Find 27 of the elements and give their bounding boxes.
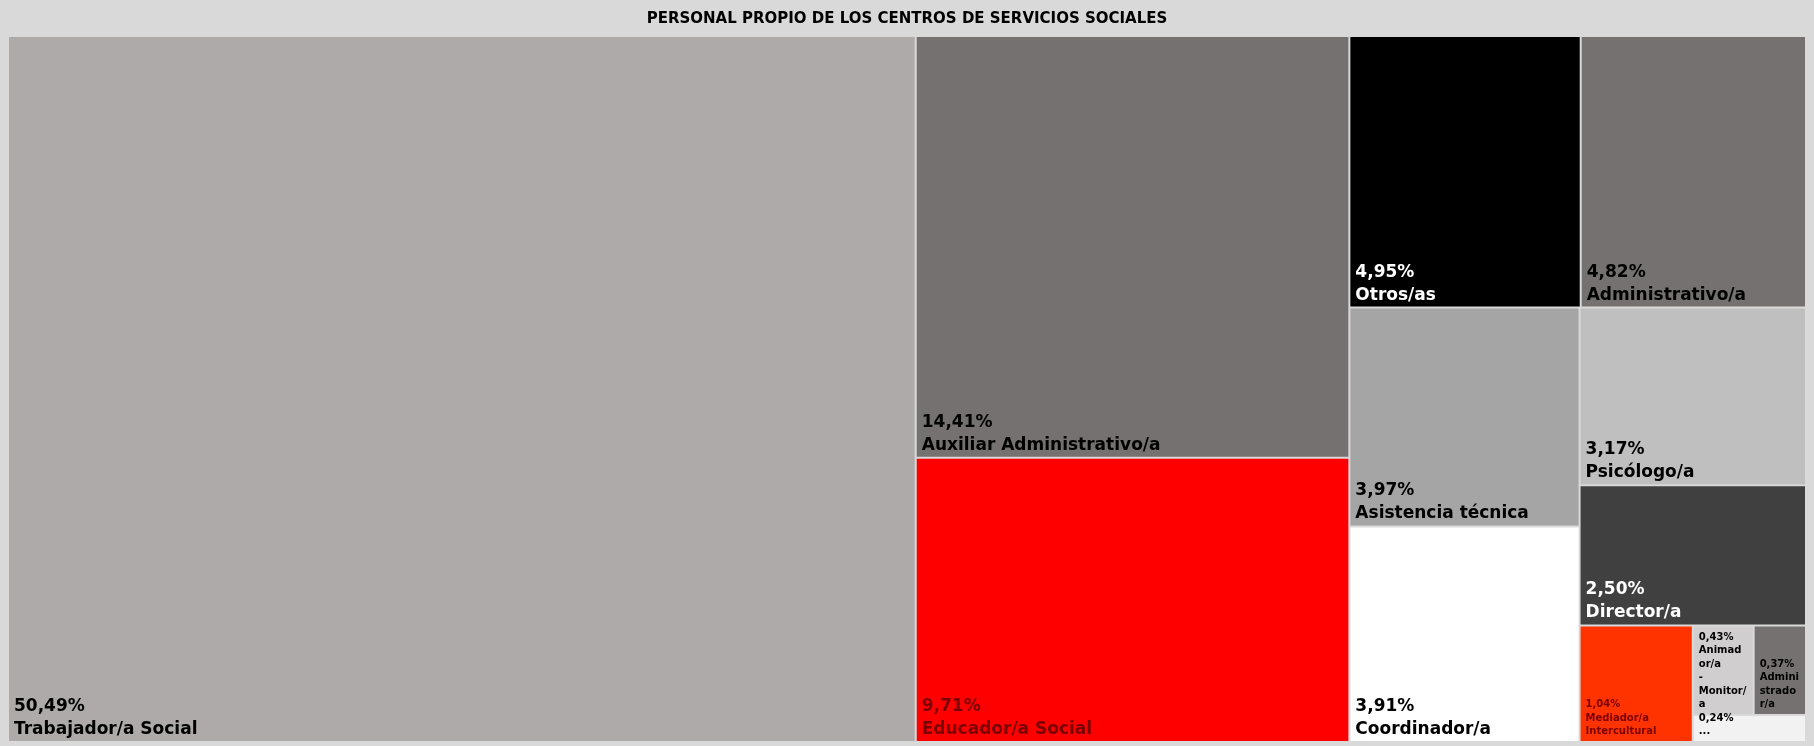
data-label: 3,97% (1355, 479, 1415, 500)
category-label: Animador/a - Monitor/a (1698, 644, 1747, 710)
category-label: Otros/as (1355, 283, 1436, 304)
category-label: Mediador/a Intercultural (1585, 711, 1657, 736)
data-label: 9,71% (921, 695, 981, 716)
text: PERSONAL PROPIO DE LOS CENTROS DE SERVICIOS SOCIALES (646, 8, 1168, 27)
category-label: Administrador/a (1759, 671, 1799, 710)
data-label: 1,04% (1585, 698, 1621, 709)
category-label: Psicólogo/a (1585, 461, 1695, 482)
data-label: 4,95% (1355, 260, 1415, 281)
data-label: 0,24% (1698, 711, 1734, 723)
category-label: Auxiliar Administrativo/a (921, 433, 1161, 454)
category-label: ... (1698, 725, 1711, 736)
data-label: 0,37% (1759, 657, 1795, 669)
category-label: Educador/a Social (921, 718, 1093, 738)
data-label: 3,91% (1355, 695, 1415, 716)
category-label: Administrativo/a (1586, 283, 1747, 304)
category-label: Coordinador/a (1355, 718, 1492, 738)
data-label: 0,43% (1698, 630, 1734, 642)
data-label: 4,82% (1586, 260, 1646, 281)
data-label: 2,50% (1585, 578, 1645, 599)
data-label: 50,49% (14, 695, 85, 716)
data-label: 14,41% (921, 410, 993, 431)
category-label: Asistencia técnica (1355, 502, 1529, 523)
category-label: Director/a (1585, 601, 1682, 622)
data-label: 3,17% (1585, 438, 1645, 459)
category-label: Trabajador/a Social (14, 718, 198, 738)
